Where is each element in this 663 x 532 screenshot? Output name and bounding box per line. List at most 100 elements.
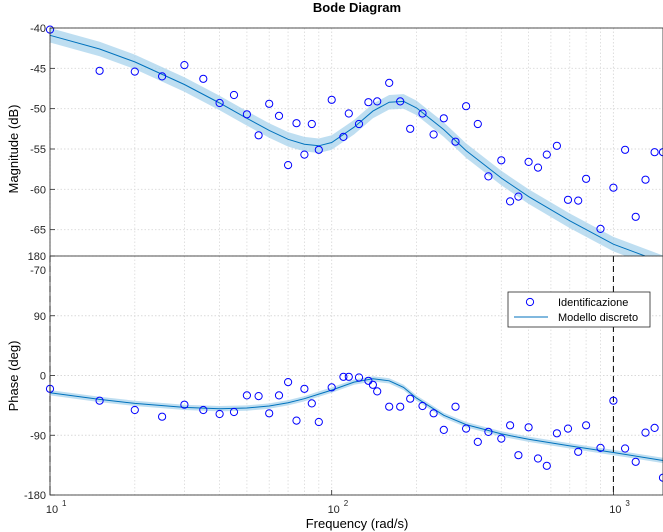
y-tick-label: -65 bbox=[30, 225, 46, 237]
data-point bbox=[658, 148, 663, 157]
data-point bbox=[552, 141, 562, 150]
data-point bbox=[641, 175, 650, 184]
data-point bbox=[621, 444, 630, 453]
data-point bbox=[524, 157, 533, 166]
data-point bbox=[473, 119, 482, 129]
data-point bbox=[631, 212, 640, 221]
data-point bbox=[506, 197, 515, 206]
data-point bbox=[451, 137, 460, 146]
data-point bbox=[631, 457, 640, 466]
data-point bbox=[292, 119, 301, 128]
data-point bbox=[373, 97, 382, 106]
data-point bbox=[327, 95, 336, 104]
x-tick-label: 10 bbox=[46, 504, 58, 516]
data-point bbox=[229, 407, 239, 417]
data-point bbox=[439, 114, 448, 123]
data-point bbox=[406, 394, 415, 403]
data-point bbox=[307, 399, 316, 408]
data-point bbox=[242, 110, 251, 119]
model-line bbox=[49, 378, 663, 461]
data-point bbox=[373, 387, 382, 396]
data-point bbox=[229, 90, 239, 100]
data-point bbox=[300, 384, 309, 393]
data-point bbox=[582, 421, 591, 430]
data-point bbox=[621, 145, 630, 154]
data-point bbox=[300, 150, 309, 159]
data-point bbox=[533, 454, 543, 463]
data-point bbox=[406, 124, 415, 133]
data-point bbox=[497, 156, 506, 165]
data-point bbox=[484, 172, 493, 181]
figure-title: Bode Diagram bbox=[313, 0, 401, 15]
x-tick-label: 10 bbox=[328, 504, 340, 516]
x-tick-exponent: 1 bbox=[62, 499, 67, 508]
data-point bbox=[158, 412, 167, 421]
data-point bbox=[314, 145, 323, 154]
legend-label-model: Modello discreto bbox=[558, 312, 638, 324]
phase-panel: -180 -90 0 90 180 10 1 10 2 10 3 Identificazione Mod… bbox=[24, 251, 663, 516]
y-tick-label: -60 bbox=[30, 184, 46, 196]
data-point bbox=[254, 392, 263, 401]
data-point bbox=[354, 373, 364, 382]
data-point bbox=[130, 67, 139, 76]
magnitude-panel: -70 -65 -60 -55 -50 -45 -40 bbox=[30, 23, 663, 277]
magnitude-y-axis-title: Magnitude (dB) bbox=[6, 105, 21, 194]
x-tick-label: 10 bbox=[609, 504, 621, 516]
data-point bbox=[215, 409, 224, 419]
y-tick-label: -40 bbox=[30, 23, 46, 35]
model-confidence-band bbox=[50, 28, 663, 270]
data-point bbox=[385, 402, 394, 411]
data-point bbox=[180, 61, 189, 70]
data-point bbox=[650, 148, 659, 157]
data-point bbox=[514, 451, 523, 460]
data-point bbox=[158, 72, 167, 81]
data-point bbox=[533, 163, 543, 172]
x-axis-title: Frequency (rad/s) bbox=[306, 516, 409, 531]
data-point bbox=[396, 402, 405, 411]
data-point bbox=[215, 98, 224, 108]
model-line bbox=[49, 34, 663, 264]
y-tick-label: -90 bbox=[30, 430, 46, 442]
data-point bbox=[265, 409, 274, 418]
data-point bbox=[274, 111, 284, 121]
legend-box bbox=[507, 291, 651, 328]
phase-y-axis-title: Phase (deg) bbox=[6, 341, 21, 412]
y-tick-label: 0 bbox=[40, 371, 46, 383]
data-point bbox=[368, 380, 377, 389]
data-point bbox=[574, 447, 583, 456]
data-point bbox=[254, 131, 263, 140]
y-tick-label: -55 bbox=[30, 144, 46, 156]
data-point bbox=[385, 78, 394, 88]
data-point bbox=[609, 396, 618, 405]
data-point bbox=[506, 421, 515, 430]
x-tick-exponent: 3 bbox=[625, 499, 630, 508]
data-point bbox=[650, 423, 659, 432]
y-tick-label: 180 bbox=[28, 251, 46, 263]
data-point bbox=[609, 183, 618, 192]
data-point bbox=[429, 409, 438, 418]
data-point bbox=[364, 98, 373, 107]
data-point bbox=[344, 372, 353, 381]
data-point bbox=[473, 437, 482, 446]
data-point bbox=[429, 130, 438, 139]
data-point bbox=[284, 378, 293, 387]
x-tick-exponent: 2 bbox=[344, 499, 349, 508]
data-point bbox=[596, 443, 605, 452]
data-point bbox=[314, 417, 323, 427]
data-point bbox=[563, 424, 573, 433]
data-point bbox=[451, 402, 460, 411]
y-tick-label: 90 bbox=[34, 311, 46, 323]
legend: Identificazione Modello discreto bbox=[507, 291, 651, 328]
data-point bbox=[284, 161, 293, 170]
data-point bbox=[199, 74, 208, 83]
data-point bbox=[462, 424, 471, 433]
data-point bbox=[180, 400, 189, 409]
data-point bbox=[524, 423, 533, 432]
data-point bbox=[95, 66, 104, 75]
data-point bbox=[339, 372, 348, 381]
data-point bbox=[265, 99, 274, 108]
data-point bbox=[552, 429, 562, 438]
legend-marker-identification bbox=[525, 297, 535, 307]
data-point bbox=[307, 119, 316, 129]
